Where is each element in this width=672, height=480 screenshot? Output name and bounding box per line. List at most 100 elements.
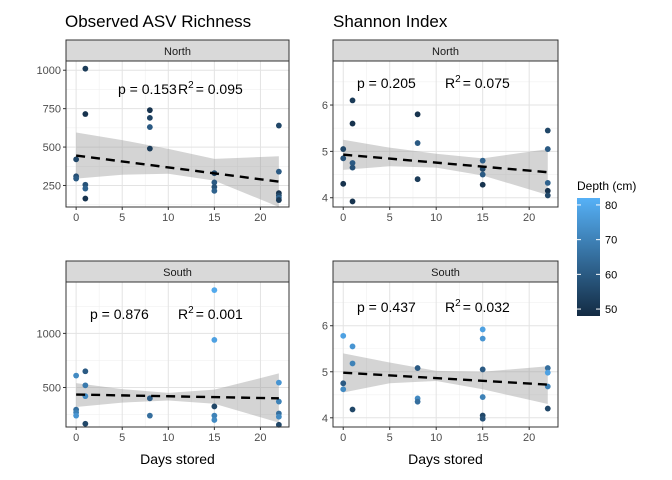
data-point xyxy=(479,335,486,342)
confidence-band xyxy=(343,139,548,195)
y-tick-label: 500 xyxy=(43,383,61,395)
data-point xyxy=(82,185,89,192)
data-point xyxy=(82,111,89,117)
data-point xyxy=(146,107,153,114)
legend: Depth (cm) 50 60 70 80 xyxy=(577,179,636,316)
x-tick-label: 0 xyxy=(73,432,79,444)
points xyxy=(340,326,551,422)
x-axis-label: Days stored xyxy=(408,451,483,467)
data-point xyxy=(211,187,218,194)
data-point xyxy=(349,198,356,205)
axes: 0 5 10 15 20 500 1000 xyxy=(37,328,267,444)
colorbar-tick-label: 80 xyxy=(605,200,617,212)
data-point xyxy=(544,405,551,412)
data-point xyxy=(73,156,80,163)
p-value-label: p = 0.876 xyxy=(90,306,149,322)
data-point xyxy=(211,403,218,410)
x-tick-label: 10 xyxy=(162,432,174,444)
facet-strip-label: South xyxy=(431,267,460,279)
y-tick-label: 6 xyxy=(322,321,328,333)
r-squared-value: = 0.095 xyxy=(196,81,243,97)
x-tick-label: 20 xyxy=(523,212,535,224)
r-exponent: 2 xyxy=(455,298,461,309)
data-point xyxy=(544,192,551,199)
data-point xyxy=(414,111,421,118)
data-point xyxy=(73,372,80,379)
x-tick-label: 10 xyxy=(430,212,442,224)
x-tick-label: 5 xyxy=(119,212,125,224)
legend-title: Depth (cm) xyxy=(577,179,636,193)
y-tick-label: 1000 xyxy=(37,65,61,77)
panel-border xyxy=(65,281,290,428)
data-point xyxy=(544,187,551,194)
grid xyxy=(66,61,289,207)
p-value-label: p = 0.437 xyxy=(357,299,416,315)
x-tick-label: 15 xyxy=(208,212,220,224)
data-point xyxy=(146,412,153,419)
points xyxy=(73,65,282,203)
data-point xyxy=(414,365,421,371)
panel-border xyxy=(65,60,290,208)
confidence-band xyxy=(76,132,279,207)
r-exponent: 2 xyxy=(455,74,461,85)
y-tick-label: 6 xyxy=(322,100,328,112)
axes: 0 5 10 15 20 4 5 6 xyxy=(322,321,535,444)
y-tick-label: 4 xyxy=(322,413,328,425)
data-point xyxy=(544,146,551,152)
data-point xyxy=(275,413,282,420)
data-point xyxy=(275,398,282,405)
data-point xyxy=(544,127,551,134)
plot-area xyxy=(66,61,289,207)
axes: 0 5 10 15 20 250 500 750 1000 xyxy=(37,65,267,224)
facet-strip-label: North xyxy=(164,46,191,58)
regression-line xyxy=(75,154,280,183)
confidence-band xyxy=(76,373,279,423)
confidence-band xyxy=(343,353,548,404)
data-point xyxy=(82,195,89,202)
data-point xyxy=(349,160,356,166)
panel-border xyxy=(332,60,559,208)
data-point xyxy=(82,65,89,72)
data-point xyxy=(146,114,153,121)
data-point xyxy=(349,360,356,367)
r-squared-value: = 0.001 xyxy=(196,306,243,322)
panel-3: South p = 0.876 R2 = 0.001 0 5 10 15 20 500 1000 Da… xyxy=(37,260,290,467)
plot-area xyxy=(333,282,558,427)
y-tick-label: 5 xyxy=(322,146,328,158)
data-point xyxy=(211,179,218,186)
data-point xyxy=(414,140,421,146)
x-tick-label: 5 xyxy=(119,432,125,444)
data-point xyxy=(479,181,486,188)
x-axis-label: Days stored xyxy=(140,451,215,467)
facet-strip-label: South xyxy=(163,267,192,279)
data-point xyxy=(340,180,347,187)
x-tick-label: 0 xyxy=(73,212,79,224)
regression-line xyxy=(343,153,548,174)
data-point xyxy=(340,155,347,162)
data-point xyxy=(414,398,421,405)
x-tick-label: 5 xyxy=(387,432,393,444)
regression-line xyxy=(76,393,279,400)
panel-title: Observed ASV Richness xyxy=(65,12,251,31)
data-point xyxy=(211,287,218,294)
colorbar-tick-label: 70 xyxy=(605,235,617,247)
data-point xyxy=(340,332,347,339)
p-value-label: p = 0.153 xyxy=(118,81,177,97)
data-point xyxy=(479,366,486,373)
data-point xyxy=(73,175,80,182)
y-tick-label: 4 xyxy=(322,193,328,205)
p-value-label: p = 0.205 xyxy=(357,75,416,91)
data-point xyxy=(211,417,218,423)
data-point xyxy=(479,394,486,400)
x-tick-label: 15 xyxy=(477,212,489,224)
x-tick-label: 0 xyxy=(340,212,346,224)
data-point xyxy=(479,326,486,333)
y-tick-label: 750 xyxy=(43,104,61,116)
x-tick-label: 0 xyxy=(340,432,346,444)
colorbar-tick-label: 60 xyxy=(605,269,617,281)
data-point xyxy=(211,336,218,343)
plot-area xyxy=(333,61,558,207)
data-point xyxy=(146,145,153,152)
x-tick-label: 5 xyxy=(387,212,393,224)
panel-1: Observed ASV Richness North p = 0.153 R2 = 0… xyxy=(37,12,290,224)
